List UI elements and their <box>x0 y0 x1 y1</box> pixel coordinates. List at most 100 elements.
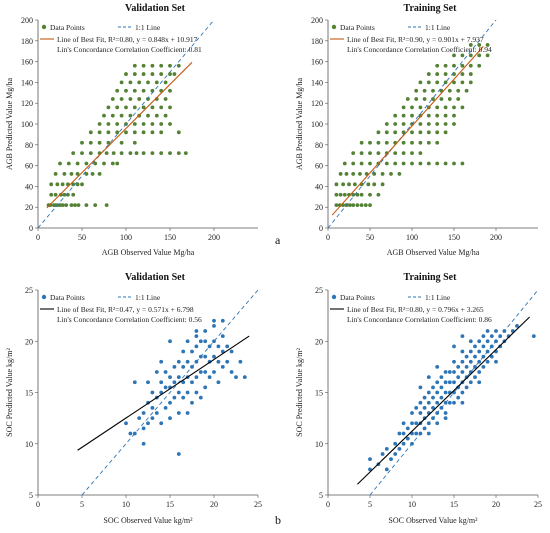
data-point <box>128 113 133 118</box>
data-point <box>443 72 448 76</box>
data-point <box>435 161 440 166</box>
y-tick-label: 40 <box>315 182 323 191</box>
data-point <box>447 97 452 101</box>
y-tick-label: 15 <box>315 389 323 398</box>
data-point <box>414 97 419 101</box>
data-point <box>410 161 414 166</box>
data-point <box>439 97 444 101</box>
data-point <box>137 97 142 101</box>
data-point <box>168 416 172 421</box>
chart-2: 0 50 100 150 200 0 20 40 60 80 100 120 140 160 180 200 T… <box>295 3 538 257</box>
data-point <box>452 63 456 68</box>
data-point <box>464 88 469 93</box>
data-point <box>456 88 461 93</box>
data-point <box>456 364 461 369</box>
data-point <box>460 72 465 76</box>
data-point <box>181 364 186 369</box>
data-point <box>64 203 69 208</box>
data-point <box>426 122 431 126</box>
data-point <box>384 467 389 472</box>
data-point <box>150 390 155 395</box>
data-point <box>384 161 389 166</box>
data-point <box>176 452 181 456</box>
data-point <box>190 349 194 354</box>
y-tick-label: 140 <box>21 78 33 87</box>
data-point <box>414 421 419 426</box>
data-point <box>80 182 84 187</box>
data-point <box>477 380 482 385</box>
data-point <box>431 88 435 93</box>
data-point <box>84 172 89 176</box>
y-axis-label: AGB Predicted Value Mg/ha <box>5 78 14 171</box>
data-point <box>443 161 448 166</box>
data-point <box>418 80 423 85</box>
data-point <box>431 405 435 410</box>
data-point <box>431 97 435 101</box>
data-point <box>464 354 469 359</box>
data-point <box>159 63 164 68</box>
data-point <box>146 113 150 118</box>
data-point <box>168 151 172 156</box>
chart-1: 0 50 100 150 200 0 20 40 60 80 100 120 140 160 180 200 V… <box>5 3 258 257</box>
y-tick-label: 80 <box>315 141 323 150</box>
y-tick-label: 25 <box>315 286 323 295</box>
data-point <box>194 334 199 339</box>
data-point <box>456 97 461 101</box>
x-tick-label: 50 <box>78 233 86 242</box>
data-point <box>468 339 473 344</box>
data-point <box>426 80 431 85</box>
data-point <box>119 113 124 118</box>
legend-fit: Line of Best Fit, R²=0.47, y = 0.571x + … <box>57 305 194 314</box>
data-point <box>220 334 225 339</box>
data-point <box>132 63 137 68</box>
data-point <box>452 113 456 118</box>
data-point <box>477 53 482 58</box>
legend-point-marker <box>41 24 47 30</box>
data-point <box>194 390 199 395</box>
data-point <box>229 349 234 354</box>
data-point <box>55 182 60 187</box>
data-point <box>88 140 93 145</box>
data-point <box>146 80 150 85</box>
data-point <box>194 329 199 333</box>
data-point <box>410 411 414 415</box>
data-point <box>435 122 440 126</box>
legend-identity: 1:1 Line <box>135 23 161 32</box>
legend-identity: 1:1 Line <box>135 293 161 302</box>
data-point <box>401 122 406 126</box>
data-point <box>154 113 159 118</box>
chart-title: Training Set <box>404 3 458 14</box>
x-tick-label: 100 <box>120 233 132 242</box>
y-tick-label: 100 <box>21 120 33 129</box>
ccc-annotation: Lin's Concordance Correlation Coefficien… <box>57 315 202 324</box>
data-point <box>128 80 133 85</box>
data-point <box>137 416 142 421</box>
data-point <box>485 329 490 333</box>
data-point <box>181 395 186 400</box>
data-point <box>172 72 177 76</box>
data-point <box>216 359 221 364</box>
x-tick-label: 15 <box>166 500 174 509</box>
data-point <box>452 80 456 85</box>
data-point <box>48 203 53 208</box>
data-point <box>401 151 406 156</box>
data-point <box>102 161 106 166</box>
data-point <box>159 105 164 110</box>
data-point <box>115 130 120 135</box>
y-tick-label: 60 <box>25 162 33 171</box>
data-point <box>146 380 150 385</box>
data-point <box>418 151 423 156</box>
data-point <box>376 151 381 156</box>
data-point <box>203 370 208 374</box>
data-point <box>106 105 111 110</box>
data-point <box>435 400 440 405</box>
data-point <box>141 441 146 446</box>
y-tick-label: 20 <box>25 337 33 346</box>
x-axis-label: SOC Observed Value kg/m² <box>103 516 193 525</box>
data-point <box>132 122 137 126</box>
data-point <box>376 192 381 197</box>
data-point <box>435 421 440 426</box>
legend-identity: 1:1 Line <box>425 293 451 302</box>
data-point <box>146 97 150 101</box>
